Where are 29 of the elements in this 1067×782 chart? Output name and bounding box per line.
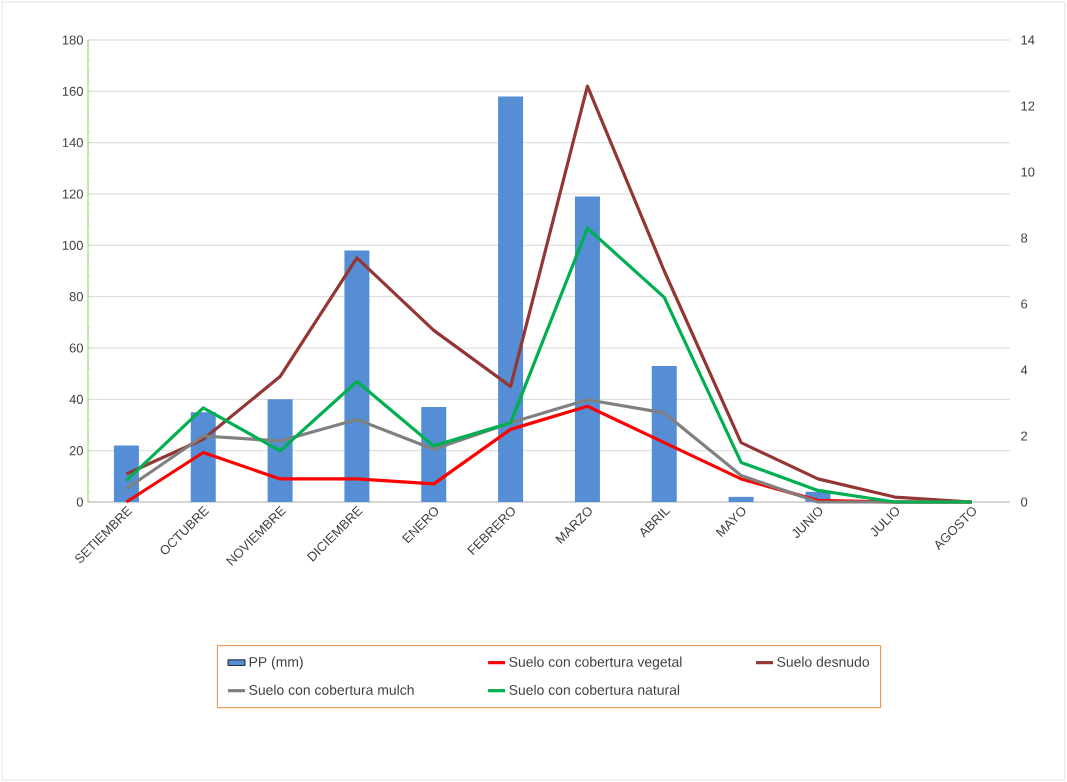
legend-label: Suelo con cobertura vegetal xyxy=(509,656,682,670)
bar xyxy=(728,496,754,502)
legend-label: Suelo desnudo xyxy=(777,656,870,667)
y2-tick-label: 12 xyxy=(1021,101,1035,111)
y-tick-label: 60 xyxy=(69,343,83,353)
line-series xyxy=(124,226,974,504)
legend-label: Suelo con cobertura mulch xyxy=(249,684,414,695)
y2-tick-label: 2 xyxy=(1021,431,1028,441)
y-tick-label: 80 xyxy=(69,292,83,302)
legend-label: Suelo con cobertura natural xyxy=(509,684,680,695)
y2-tick-label: 0 xyxy=(1021,497,1028,507)
y2-tick-label: 6 xyxy=(1021,299,1028,309)
legend-label: PP (mm) xyxy=(249,656,303,670)
bar xyxy=(651,365,677,502)
bar xyxy=(574,196,600,502)
y-tick-label: 160 xyxy=(62,86,83,96)
bar xyxy=(344,250,370,502)
y-tick-label: 100 xyxy=(62,240,83,250)
y-tick-label: 40 xyxy=(69,394,83,404)
y2-tick-label: 8 xyxy=(1021,233,1028,243)
y-tick-label: 180 xyxy=(62,35,83,45)
y-tick-label: 140 xyxy=(62,138,83,148)
y2-tick-label: 4 xyxy=(1020,365,1028,375)
bar xyxy=(498,96,524,502)
y-tick-label: 20 xyxy=(69,446,83,456)
y2-tick-label: 14 xyxy=(1021,35,1035,45)
y2-tick-label: 10 xyxy=(1021,167,1035,177)
y-tick-label: 120 xyxy=(62,189,83,199)
y-tick-label: 0 xyxy=(76,497,83,507)
